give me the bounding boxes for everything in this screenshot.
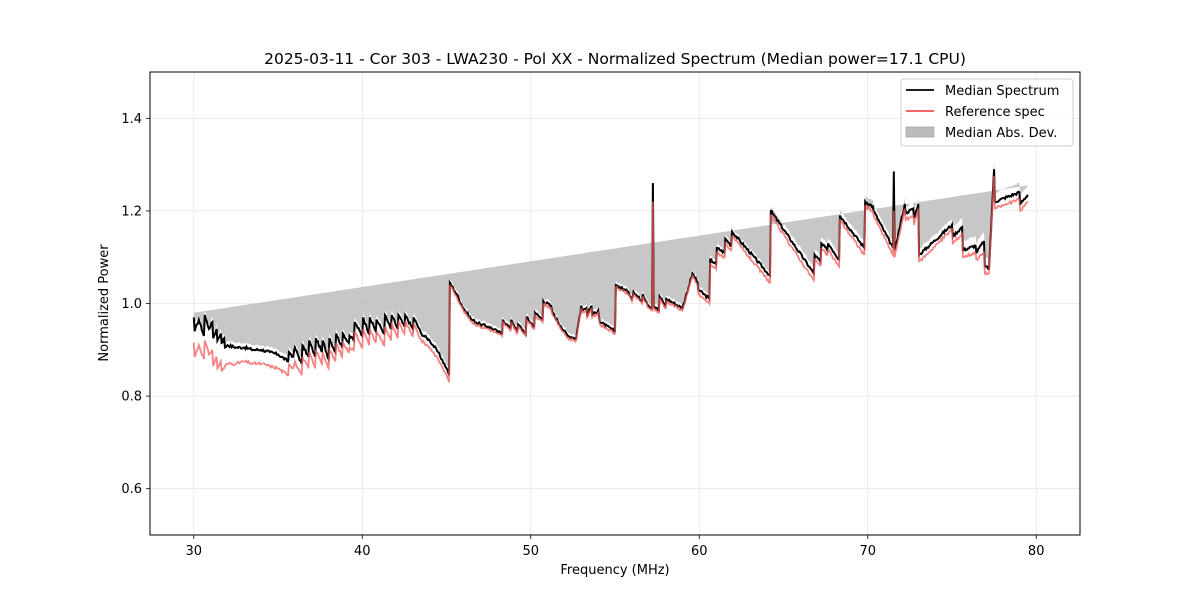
legend-label-mad: Median Abs. Dev. [945, 126, 1057, 141]
x-tick-label: 60 [691, 544, 708, 559]
x-axis-label: Frequency (MHz) [560, 563, 669, 578]
y-axis-label: Normalized Power [97, 244, 112, 362]
y-tick-label: 1.4 [121, 112, 142, 127]
chart-title: 2025-03-11 - Cor 303 - LWA230 - Pol XX -… [264, 50, 966, 68]
y-axis: 0.6 0.8 1.0 1.2 1.4 [121, 112, 150, 497]
x-tick-label: 80 [1028, 544, 1045, 559]
reference-spec-line [192, 176, 1029, 383]
x-axis: 30 40 50 60 70 80 [186, 535, 1045, 559]
plot-area: 30 40 50 60 70 80 0.6 0.8 1.0 1.2 1.4 [121, 71, 1081, 559]
mad-band [193, 159, 1028, 372]
gridlines [150, 72, 1080, 535]
y-tick-label: 0.8 [121, 390, 142, 405]
legend-label-reference: Reference spec [945, 105, 1045, 120]
y-tick-label: 1.2 [121, 204, 142, 219]
legend-box [900, 78, 1074, 147]
y-tick-label: 1.0 [121, 297, 142, 312]
x-tick-label: 70 [859, 544, 876, 559]
x-tick-label: 30 [186, 544, 203, 559]
y-tick-label: 0.6 [121, 482, 142, 497]
legend: Median Spectrum Reference spec Median Ab… [900, 78, 1074, 147]
x-tick-label: 50 [522, 544, 539, 559]
legend-swatch-mad [905, 126, 935, 138]
x-tick-label: 40 [354, 544, 371, 559]
legend-label-median: Median Spectrum [945, 84, 1059, 99]
